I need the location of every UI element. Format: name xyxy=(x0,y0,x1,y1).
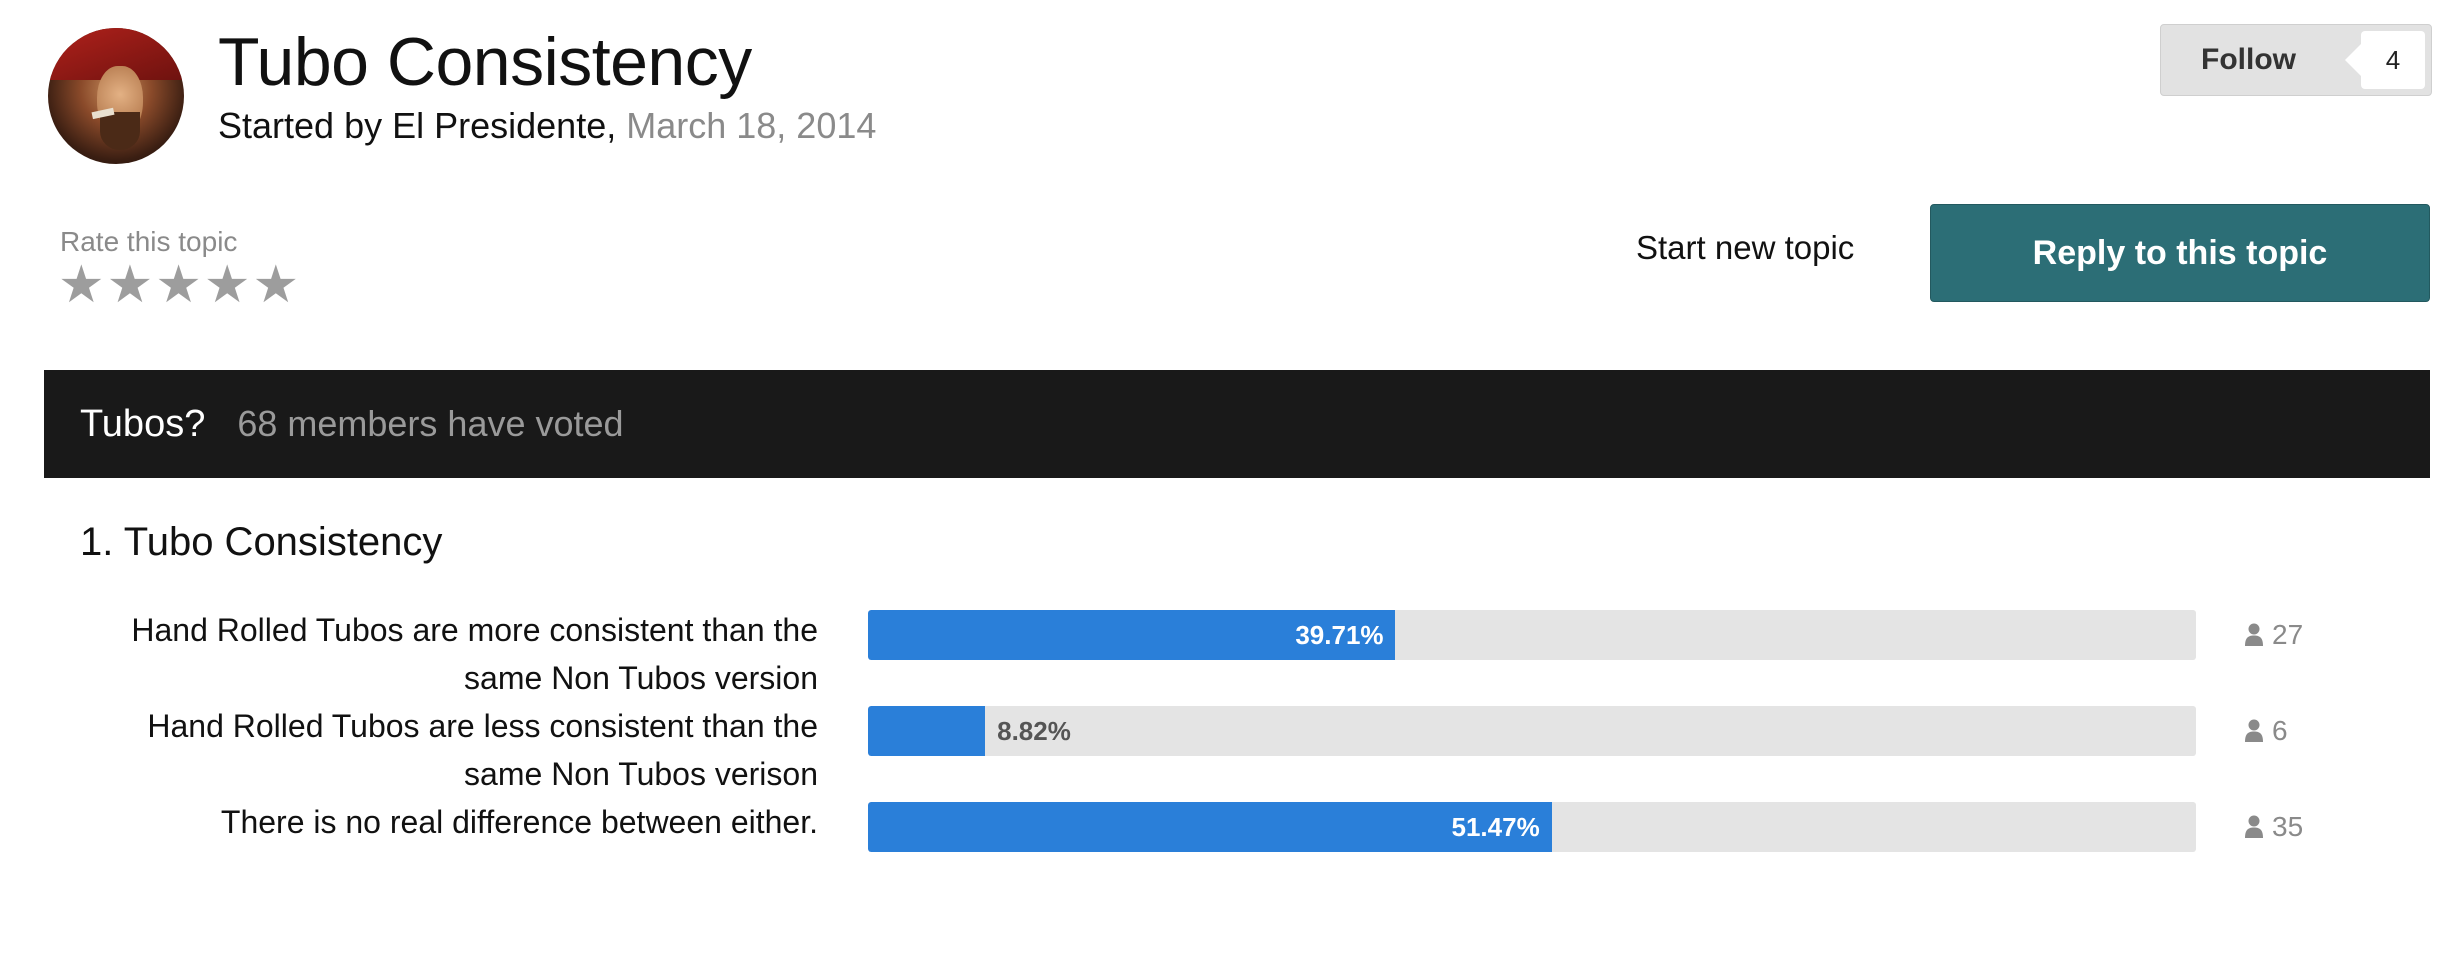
author-avatar[interactable] xyxy=(48,28,184,164)
rating-stars[interactable]: ★ ★ ★ ★ ★ xyxy=(58,256,299,314)
follow-label: Follow xyxy=(2201,43,2296,76)
topic-date: March 18, 2014 xyxy=(626,105,877,146)
poll-bar-percent: 39.71% xyxy=(1295,620,1384,650)
topic-title: Tubo Consistency xyxy=(218,24,752,100)
poll-bar-track: 51.47% xyxy=(868,802,2196,852)
poll-voter-number: 27 xyxy=(2272,619,2304,650)
poll-voter-count[interactable]: 35 xyxy=(2244,802,2303,852)
poll-bar-track: 39.71% xyxy=(868,610,2196,660)
person-icon xyxy=(2245,815,2263,838)
start-new-topic-link[interactable]: Start new topic xyxy=(1636,229,1855,266)
star-icon[interactable]: ★ xyxy=(252,256,300,314)
poll-header: Tubos? 68 members have voted xyxy=(44,370,2430,478)
poll-question: 1. Tubo Consistency xyxy=(80,520,443,564)
person-icon xyxy=(2245,719,2263,742)
star-icon[interactable]: ★ xyxy=(203,256,251,314)
poll-choice-label: Hand Rolled Tubos are more consistent th… xyxy=(131,612,818,696)
poll-voter-number: 6 xyxy=(2272,715,2288,746)
reply-to-topic-button[interactable]: Reply to this topic xyxy=(1930,204,2430,302)
avatar-beard xyxy=(99,112,141,151)
follow-button[interactable]: Follow 4 xyxy=(2160,24,2432,96)
poll-voter-count[interactable]: 6 xyxy=(2244,706,2288,756)
poll-choice-label: Hand Rolled Tubos are less consistent th… xyxy=(147,708,818,792)
star-icon[interactable]: ★ xyxy=(58,256,105,314)
poll-bar-percent: 8.82% xyxy=(997,716,1071,746)
poll-bar-fill xyxy=(868,610,1396,660)
started-by-text[interactable]: Started by El Presidente, xyxy=(218,105,617,146)
rate-topic-label: Rate this topic xyxy=(60,226,238,257)
topic-byline: Started by El Presidente, March 18, 2014 xyxy=(218,104,876,148)
poll-voter-count[interactable]: 27 xyxy=(2244,610,2303,660)
poll-voter-number: 35 xyxy=(2272,811,2304,842)
follow-count-badge: 4 xyxy=(2345,31,2425,89)
poll-bar-fill xyxy=(868,802,1552,852)
person-icon xyxy=(2245,623,2263,646)
poll-vote-count: 68 members have voted xyxy=(237,403,624,444)
poll-bar-fill xyxy=(868,706,986,756)
poll-bar-track: 8.82% xyxy=(868,706,2196,756)
star-icon[interactable]: ★ xyxy=(155,256,202,314)
star-icon[interactable]: ★ xyxy=(106,256,154,314)
poll-choice-label: There is no real difference between eith… xyxy=(220,804,818,840)
poll-bar-percent: 51.47% xyxy=(1451,812,1540,842)
poll-title: Tubos? xyxy=(80,402,206,445)
